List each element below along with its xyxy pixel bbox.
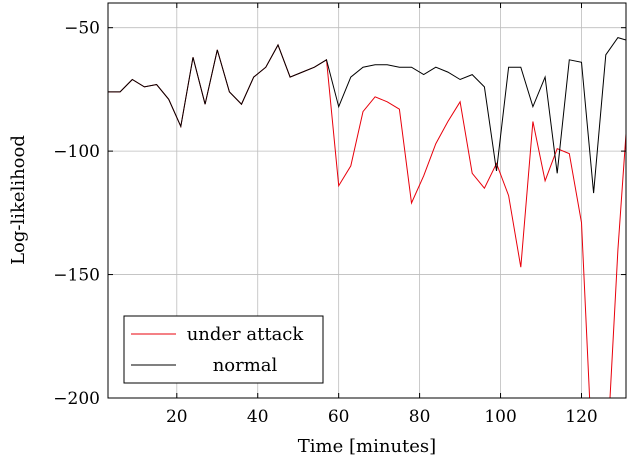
plot-frame (107, 2, 627, 399)
x-tick-label: 40 (247, 407, 269, 427)
series-line-under-attack (108, 43, 626, 398)
series-line-normal (108, 37, 626, 194)
x-tick-label: 80 (409, 407, 431, 427)
tick-marks (108, 3, 626, 399)
y-tick-label: −150 (53, 266, 100, 286)
x-axis-title: Time [minutes] (298, 436, 436, 457)
series-layer (108, 37, 626, 398)
x-tick-label: 120 (565, 407, 597, 427)
x-tick-labels: 20 40 60 80 100 120 (166, 407, 598, 427)
y-tick-label: −50 (64, 19, 100, 39)
y-tick-labels: −50 −100 −150 −200 (53, 19, 100, 409)
x-tick-label: 60 (328, 407, 350, 427)
y-axis-title: Log-likelihood (8, 135, 29, 265)
x-tick-label: 100 (484, 407, 516, 427)
legend-box (123, 315, 324, 384)
legend: under attack normal (123, 315, 324, 384)
y-tick-label: −100 (53, 142, 100, 162)
legend-label-normal: normal (213, 355, 278, 376)
legend-label-under-attack: under attack (187, 324, 305, 345)
x-tick-label: 20 (166, 407, 188, 427)
y-tick-label: −200 (53, 389, 100, 409)
